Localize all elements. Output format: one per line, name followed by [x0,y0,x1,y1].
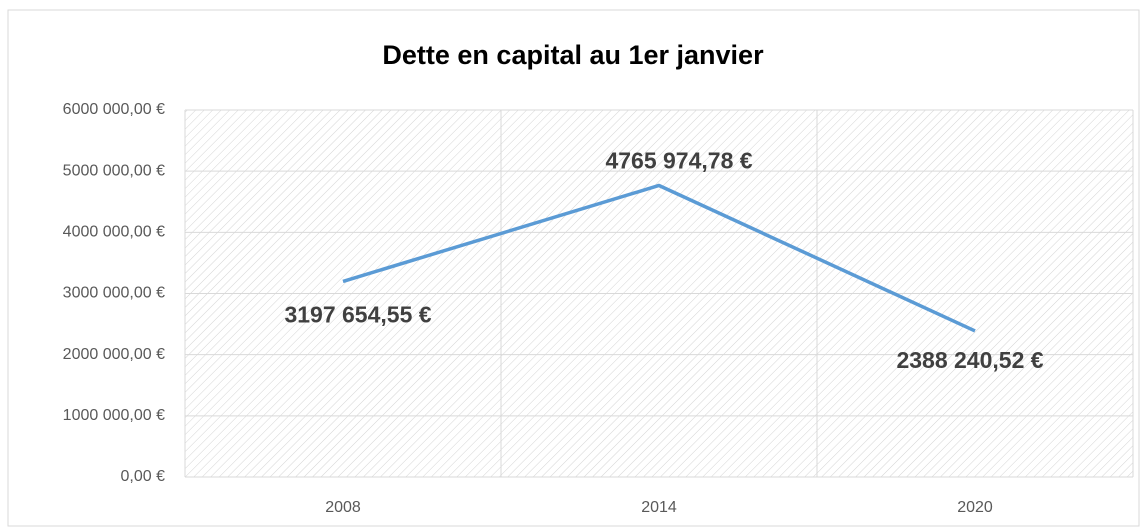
data-line [342,183,976,333]
y-tick-label: 2000 000,00 € [63,346,165,363]
x-tick-label: 2014 [641,499,677,516]
data-label: 2388 240,52 € [896,347,1043,373]
y-tick-label: 4000 000,00 € [63,224,165,241]
x-tick-label: 2020 [957,499,993,516]
y-tick-label: 1000 000,00 € [63,407,165,424]
y-tick-label: 3000 000,00 € [63,285,165,302]
y-tick-label: 6000 000,00 € [63,101,165,118]
x-tick-label: 2008 [325,499,361,516]
y-tick-label: 5000 000,00 € [63,162,165,179]
chart-title: Dette en capital au 1er janvier [382,40,764,70]
y-tick-label: 0,00 € [121,468,166,485]
data-label: 3197 654,55 € [284,301,431,327]
data-label: 4765 974,78 € [605,148,752,174]
